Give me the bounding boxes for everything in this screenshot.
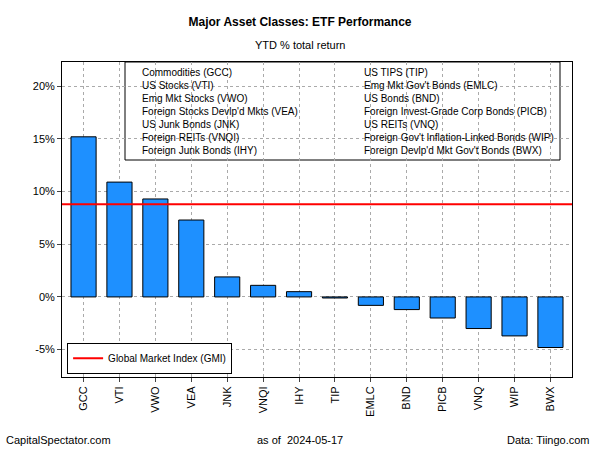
svg-text:YTD % total return: YTD % total return — [255, 39, 345, 51]
svg-text:VNQI: VNQI — [257, 386, 269, 413]
svg-text:US TIPS (TIP)Emg Mkt Gov't Bon: US TIPS (TIP)Emg Mkt Gov't Bonds (EMLC)U… — [364, 67, 554, 156]
svg-text:0%: 0% — [39, 291, 55, 303]
svg-text:VNQ: VNQ — [472, 386, 484, 410]
svg-text:10%: 10% — [33, 185, 55, 197]
svg-text:GCC: GCC — [77, 386, 89, 411]
svg-text:VEA: VEA — [185, 386, 197, 409]
svg-text:TIP: TIP — [329, 386, 341, 403]
svg-text:Global Market Index (GMI): Global Market Index (GMI) — [108, 353, 226, 364]
svg-text:15%: 15% — [33, 133, 55, 145]
svg-text:5%: 5% — [39, 238, 55, 250]
svg-text:20%: 20% — [33, 80, 55, 92]
svg-text:Data: Tiingo.com: Data: Tiingo.com — [507, 434, 590, 446]
svg-text:-5%: -5% — [35, 343, 55, 355]
svg-text:VTI: VTI — [113, 386, 125, 403]
svg-text:JNK: JNK — [221, 386, 233, 407]
svg-text:Major Asset Classes: ETF Perfo: Major Asset Classes: ETF Performance — [189, 15, 412, 29]
svg-text:VWO: VWO — [149, 386, 161, 413]
svg-text:PICB: PICB — [436, 386, 448, 412]
svg-text:WIP: WIP — [508, 386, 520, 407]
svg-text:EMLC: EMLC — [364, 386, 376, 417]
svg-text:BND: BND — [400, 386, 412, 409]
svg-text:as of 2024-05-17: as of 2024-05-17 — [257, 434, 343, 446]
svg-text:Commodities (GCC)US Stocks (VT: Commodities (GCC)US Stocks (VTI)Emg Mkt … — [142, 67, 298, 156]
svg-text:IHY: IHY — [293, 386, 305, 405]
svg-text:BWX: BWX — [544, 386, 556, 412]
svg-text:CapitalSpectator.com: CapitalSpectator.com — [6, 434, 111, 446]
